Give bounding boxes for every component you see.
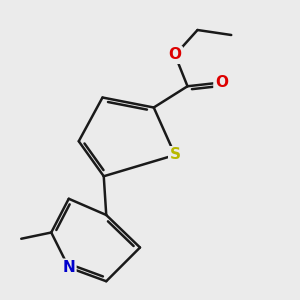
Text: O: O — [169, 47, 182, 62]
Text: O: O — [215, 75, 228, 90]
Text: S: S — [169, 148, 181, 163]
Text: N: N — [62, 260, 75, 275]
